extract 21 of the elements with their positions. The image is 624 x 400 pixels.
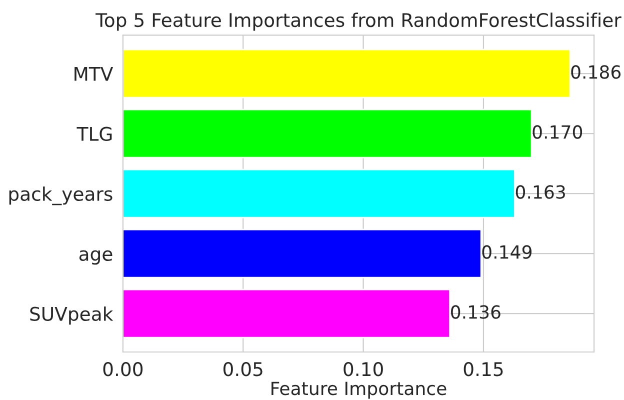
bar bbox=[122, 168, 516, 218]
data-label: 0.163 bbox=[516, 185, 565, 199]
x-tick-label: 0.15 bbox=[464, 362, 503, 376]
chart-title: Top 5 Feature Importances from RandomForestClassifier bbox=[96, 12, 622, 31]
y-tick-label: age bbox=[79, 250, 112, 265]
bar bbox=[122, 108, 532, 158]
x-tick-label: 0.10 bbox=[344, 362, 383, 376]
y-tick-label: pack_years bbox=[9, 186, 112, 206]
bar bbox=[122, 228, 482, 278]
data-label: 0.149 bbox=[482, 245, 532, 259]
x-tick-label: 0.00 bbox=[103, 362, 143, 376]
y-tick-label: MTV bbox=[74, 67, 114, 81]
bar bbox=[122, 48, 571, 98]
y-tick-label: TLG bbox=[76, 126, 112, 141]
data-label: 0.136 bbox=[451, 305, 500, 319]
data-label: 0.186 bbox=[571, 65, 621, 79]
bar bbox=[122, 288, 451, 338]
y-tick-label: SUVpeak bbox=[30, 306, 114, 325]
x-axis-title: Feature Importance bbox=[272, 382, 446, 399]
data-label: 0.170 bbox=[532, 125, 582, 139]
x-tick-label: 0.05 bbox=[223, 362, 262, 376]
